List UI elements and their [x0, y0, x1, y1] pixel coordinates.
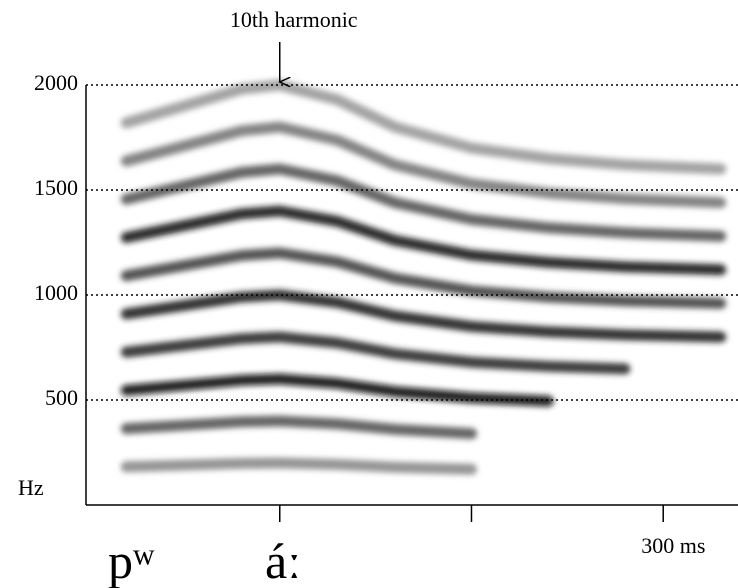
harmonic-band [120, 331, 631, 375]
y-axis-label: Hz [18, 475, 44, 500]
harmonic-band [120, 457, 477, 475]
harmonic-band [120, 373, 554, 407]
annotation-text: 10th harmonic [230, 7, 358, 32]
harmonic-band [120, 247, 727, 309]
y-tick-label: 1500 [34, 175, 78, 200]
harmonic-band [120, 205, 727, 276]
harmonic-band [120, 163, 727, 242]
spectrogram [120, 79, 727, 475]
y-tick-label: 1000 [34, 280, 78, 305]
harmonic-band [120, 121, 727, 209]
y-tick-label: 2000 [34, 70, 78, 95]
harmonic-band [120, 79, 727, 175]
harmonic-band [120, 415, 477, 440]
harmonic-band [120, 289, 727, 343]
segment-label: áː [265, 533, 301, 588]
x-tick-label: 300 ms [641, 533, 705, 558]
y-tick-label: 500 [45, 385, 78, 410]
segment-label: pʷ [108, 533, 155, 588]
axes: 500 1000 1500 2000 300 ms 10th harmonic [34, 7, 738, 558]
